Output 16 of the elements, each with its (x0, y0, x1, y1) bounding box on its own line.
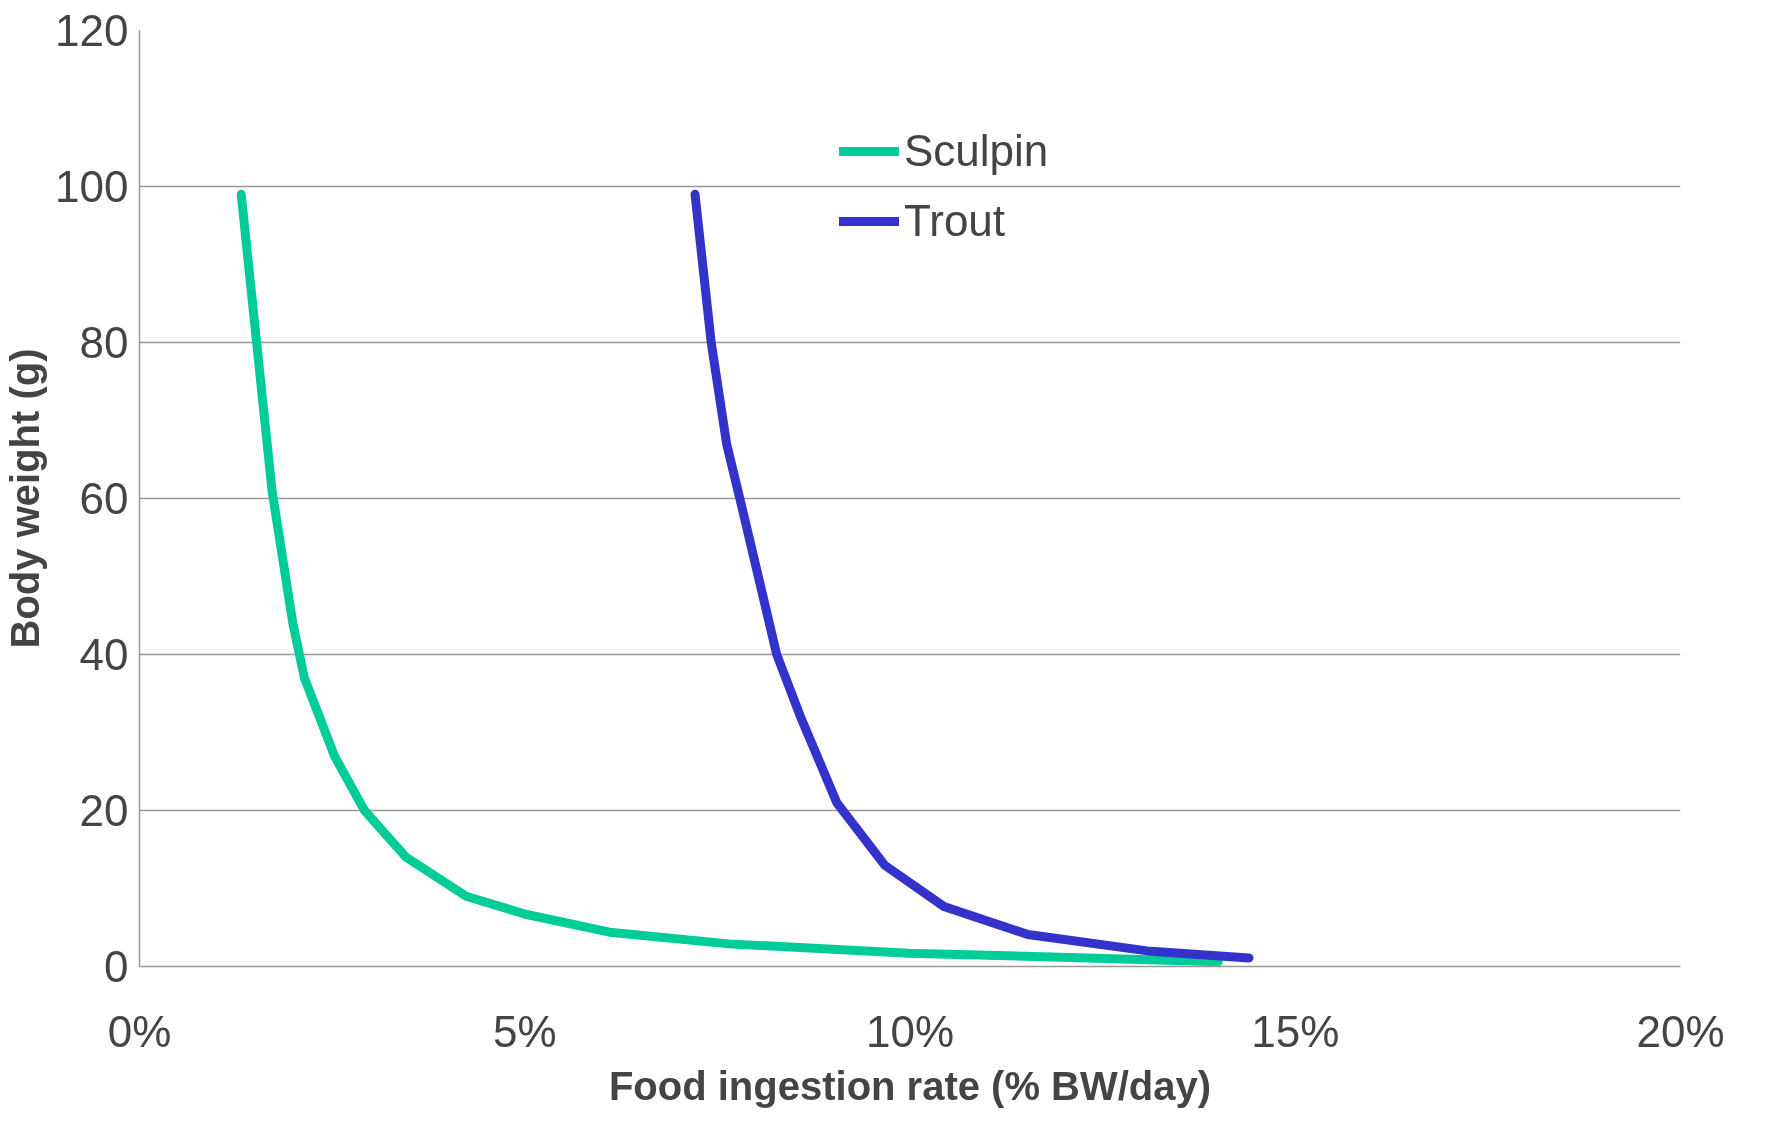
y-axis-title: Body weight (g) (3, 348, 48, 649)
y-tick-label: 60 (79, 474, 129, 523)
y-tick-label: 120 (55, 6, 129, 55)
y-tick-label: 0 (104, 942, 129, 991)
x-tick-label: 15% (1251, 1006, 1340, 1056)
x-tick-label: 20% (1636, 1006, 1725, 1056)
legend-label: Sculpin (904, 126, 1049, 176)
y-tick-label: 40 (79, 630, 129, 679)
x-tick-label: 10% (865, 1006, 955, 1056)
x-tick-label: 5% (492, 1006, 557, 1056)
y-tick-label: 80 (79, 318, 129, 367)
x-tick-label: 0% (107, 1006, 172, 1056)
legend-label: Trout (904, 196, 1006, 246)
y-tick-label: 20 (79, 786, 129, 835)
y-tick-label: 100 (55, 162, 129, 211)
x-axis-title: Food ingestion rate (% BW/day) (608, 1063, 1212, 1108)
